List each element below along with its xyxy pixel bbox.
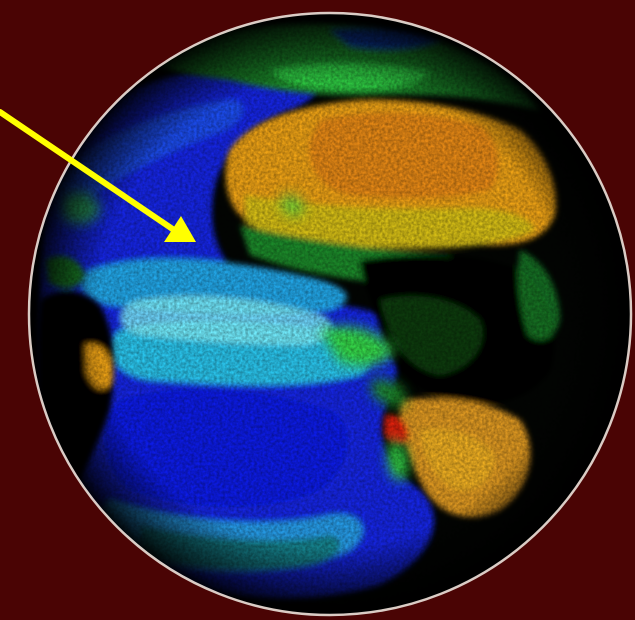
yellow-arrow-icon [0,109,196,242]
globe-rim [27,11,633,617]
